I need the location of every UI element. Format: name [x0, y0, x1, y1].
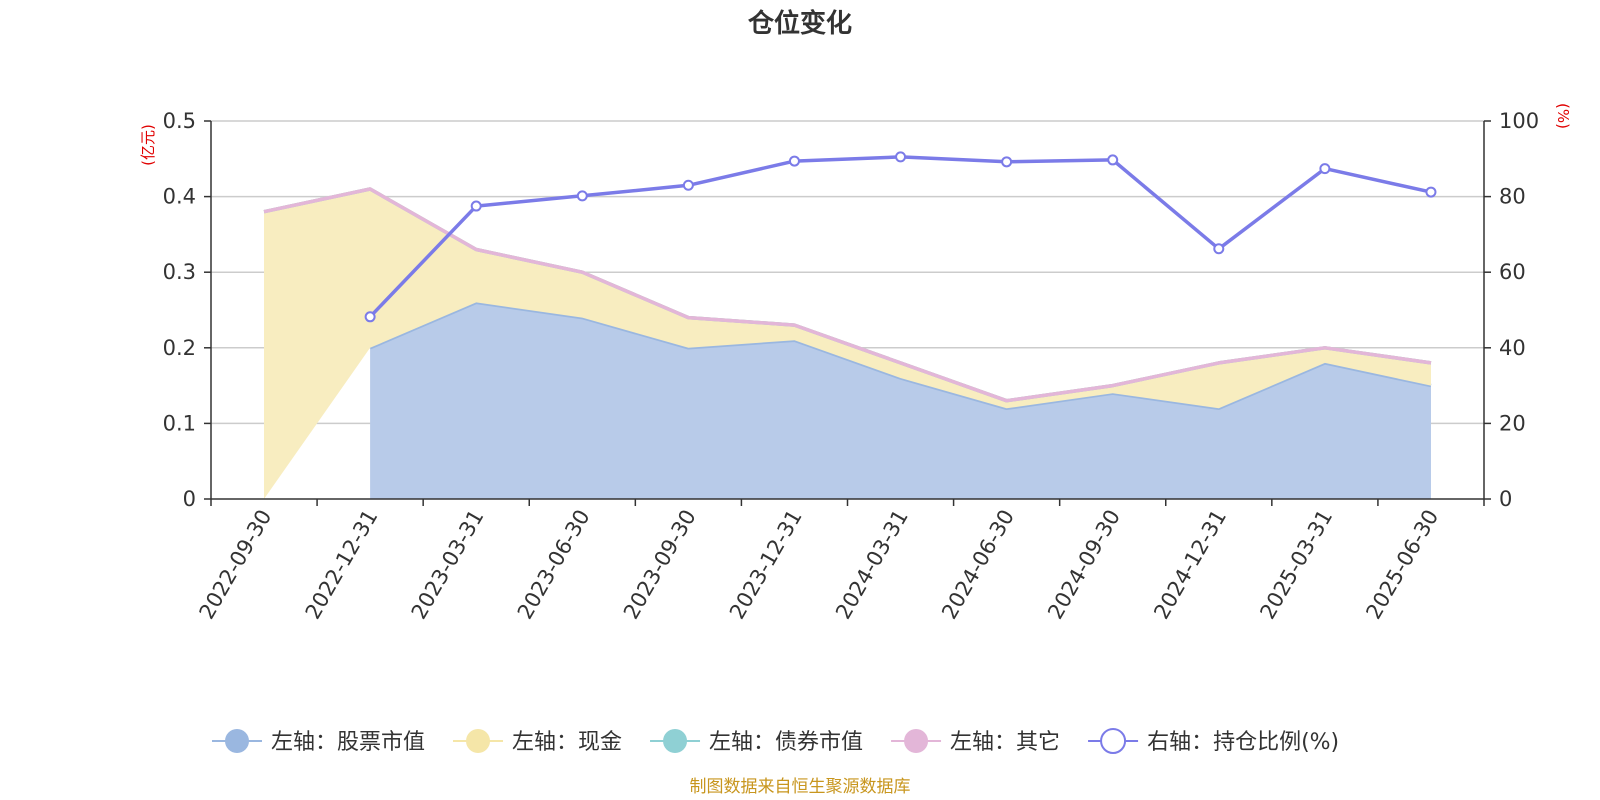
ratio-point — [1213, 243, 1225, 255]
right-axis-unit: (%) — [1554, 103, 1572, 129]
ratio-point — [364, 311, 376, 323]
x-axis-tick-label: 2024-09-30 — [1043, 506, 1125, 624]
legend-item: 左轴：其它 — [891, 729, 1060, 755]
legend-marker — [904, 729, 929, 753]
ratio-point — [470, 200, 482, 212]
x-axis-tick-label: 2023-12-31 — [725, 506, 807, 624]
legend: 左轴：股票市值 左轴：现金 左轴：债券市值 左轴：其它 右轴：持仓比例(%) — [212, 728, 1339, 755]
ratio-point — [682, 179, 694, 191]
right-axis-tick-label: 80 — [1499, 185, 1526, 209]
ratio-point — [788, 155, 800, 167]
legend-label: 左轴：其它 — [950, 730, 1060, 755]
chart-title: 仓位变化 — [747, 8, 852, 39]
legend-label: 左轴：现金 — [512, 730, 622, 755]
left-axis-tick-label: 0.2 — [163, 336, 196, 360]
left-axis-tick-label: 0 — [183, 487, 196, 511]
x-axis-tick-label: 2022-09-30 — [195, 506, 277, 624]
right-axis-tick-label: 0 — [1499, 487, 1512, 511]
legend-item: 左轴：现金 — [453, 729, 622, 755]
legend-marker — [225, 729, 249, 753]
left-axis-tick-label: 0.1 — [163, 411, 196, 435]
area-edge-左轴：其它 — [263, 187, 1432, 403]
x-axis-tick-label: 2022-12-31 — [301, 506, 383, 624]
legend-marker — [663, 729, 688, 753]
right-axis-tick-label: 40 — [1499, 336, 1526, 360]
legend-item: 左轴：债券市值 — [650, 729, 863, 755]
x-axis-tick-label: 2024-03-31 — [831, 506, 913, 624]
ratio-line-layer — [364, 151, 1437, 323]
ratio-point — [576, 190, 588, 202]
legend-marker — [466, 729, 491, 753]
legend-item: 左轴：股票市值 — [212, 729, 425, 755]
x-axis-tick-label: 2023-03-31 — [407, 506, 489, 624]
ratio-point — [1001, 156, 1013, 168]
x-axis-tick-label: 2024-06-30 — [937, 506, 1019, 624]
legend-label: 左轴：债券市值 — [709, 730, 863, 755]
x-axis-tick-label: 2023-09-30 — [619, 506, 701, 624]
ratio-point — [1319, 163, 1331, 175]
left-axis-tick-label: 0.4 — [163, 185, 196, 209]
legend-item: 右轴：持仓比例(%) — [1088, 728, 1339, 755]
source-note: 制图数据来自恒生聚源数据库 — [690, 777, 911, 797]
area-左轴：股票市值 — [370, 302, 1432, 499]
legend-label: 左轴：股票市值 — [271, 730, 425, 755]
legend-marker — [1100, 728, 1127, 754]
left-axis-unit: (亿元) — [139, 124, 157, 166]
left-axis-tick-label: 0.3 — [163, 260, 196, 284]
right-axis-tick-label: 100 — [1499, 109, 1539, 133]
left-axis-tick-label: 0.5 — [163, 109, 196, 133]
x-axis-tick-label: 2023-06-30 — [513, 506, 595, 624]
x-axis-tick-label: 2025-03-31 — [1255, 506, 1337, 624]
right-axis-tick-label: 20 — [1499, 411, 1526, 435]
x-axis-tick-label: 2024-12-31 — [1149, 506, 1231, 624]
area-layer — [263, 187, 1432, 499]
ratio-point — [1107, 154, 1119, 166]
x-axis-tick-label: 2025-06-30 — [1361, 506, 1443, 624]
ratio-point — [1425, 186, 1437, 198]
legend-label: 右轴：持仓比例(%) — [1147, 730, 1339, 755]
ratio-point — [895, 151, 907, 163]
right-axis-tick-label: 60 — [1499, 260, 1526, 284]
